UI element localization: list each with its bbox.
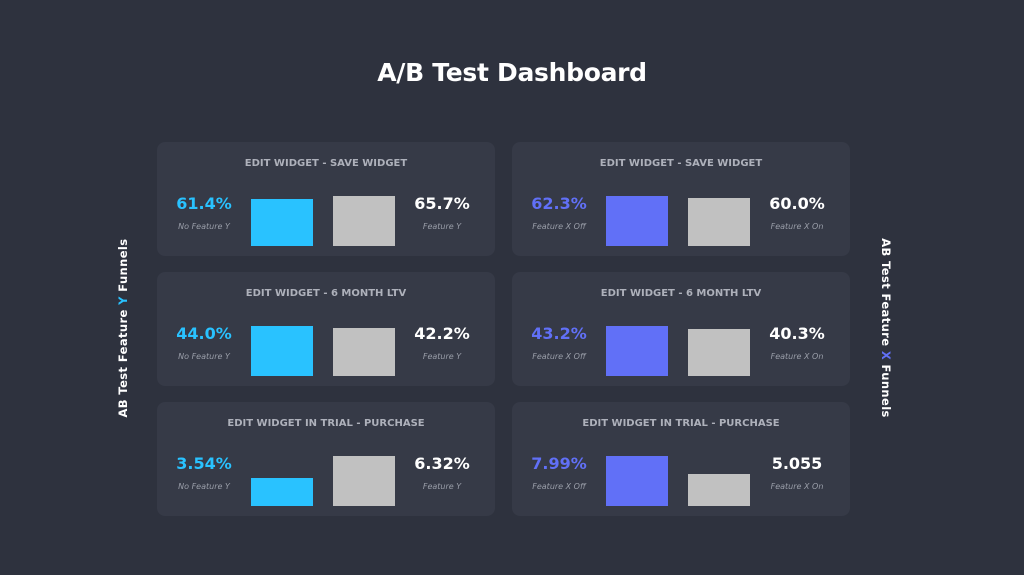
card-title: EDIT WIDGET - SAVE WIDGET [599, 158, 763, 169]
value-label-control: 44.0% [176, 324, 232, 343]
card-x-6-month-ltv: EDIT WIDGET - 6 MONTH LTV 43.2% Feature … [512, 272, 850, 386]
bar-control [606, 326, 668, 376]
value-label-control: 43.2% [531, 324, 587, 343]
category-label-treatment: Feature X On [770, 352, 824, 361]
card-y-trial-purchase: EDIT WIDGET IN TRIAL - PURCHASE 3.54% No… [157, 402, 495, 516]
value-label-control: 62.3% [531, 194, 587, 213]
value-label-treatment: 5.055 [771, 454, 823, 473]
left-axis-label-accent: Y [116, 296, 130, 305]
right-axis-label-prefix: AB Test Feature [879, 238, 893, 351]
card-y-6-month-ltv: EDIT WIDGET - 6 MONTH LTV 44.0% No Featu… [157, 272, 495, 386]
bar-treatment [333, 196, 395, 246]
value-label-control: 7.99% [531, 454, 587, 473]
bar-treatment [333, 456, 395, 506]
category-label-control: No Feature Y [178, 222, 230, 231]
bar-control [606, 196, 668, 246]
bar-treatment [688, 474, 750, 506]
category-label-treatment: Feature Y [422, 222, 462, 231]
value-label-control: 3.54% [176, 454, 232, 473]
card-y-save-widget: EDIT WIDGET - SAVE WIDGET 61.4% No Featu… [157, 142, 495, 256]
category-label-treatment: Feature X On [770, 222, 824, 231]
right-axis-label-suffix: Funnels [879, 360, 893, 418]
category-label-control: Feature X Off [532, 482, 586, 491]
value-label-treatment: 42.2% [414, 324, 470, 343]
category-label-treatment: Feature Y [422, 352, 462, 361]
bar-control [251, 326, 313, 376]
category-label-control: Feature X Off [532, 352, 586, 361]
bar-control [606, 456, 668, 506]
right-axis-label: AB Test Feature X Funnels [879, 238, 893, 418]
bar-control [251, 199, 313, 246]
card-title: EDIT WIDGET - 6 MONTH LTV [245, 288, 407, 299]
bar-treatment [333, 328, 395, 376]
card-title: EDIT WIDGET IN TRIAL - PURCHASE [227, 418, 425, 429]
value-label-treatment: 6.32% [414, 454, 470, 473]
card-x-save-widget: EDIT WIDGET - SAVE WIDGET 62.3% Feature … [512, 142, 850, 256]
category-label-control: Feature X Off [532, 222, 586, 231]
left-axis-label-suffix: Funnels [116, 238, 130, 297]
value-label-treatment: 40.3% [769, 324, 825, 343]
card-x-trial-purchase: EDIT WIDGET IN TRIAL - PURCHASE 7.99% Fe… [512, 402, 850, 516]
left-axis-label: AB Test Feature Y Funnels [116, 238, 130, 417]
left-axis-label-prefix: AB Test Feature [116, 304, 130, 418]
right-axis-label-accent: X [879, 350, 893, 361]
value-label-control: 61.4% [176, 194, 232, 213]
card-title: EDIT WIDGET - 6 MONTH LTV [600, 288, 762, 299]
category-label-control: No Feature Y [178, 482, 230, 491]
card-title: EDIT WIDGET - SAVE WIDGET [244, 158, 408, 169]
page-title: A/B Test Dashboard [377, 58, 647, 87]
category-label-control: No Feature Y [178, 352, 230, 361]
bar-treatment [688, 329, 750, 376]
value-label-treatment: 65.7% [414, 194, 470, 213]
card-title: EDIT WIDGET IN TRIAL - PURCHASE [582, 418, 780, 429]
category-label-treatment: Feature Y [422, 482, 462, 491]
bar-treatment [688, 198, 750, 246]
value-label-treatment: 60.0% [769, 194, 825, 213]
category-label-treatment: Feature X On [770, 482, 824, 491]
bar-control [251, 478, 313, 506]
